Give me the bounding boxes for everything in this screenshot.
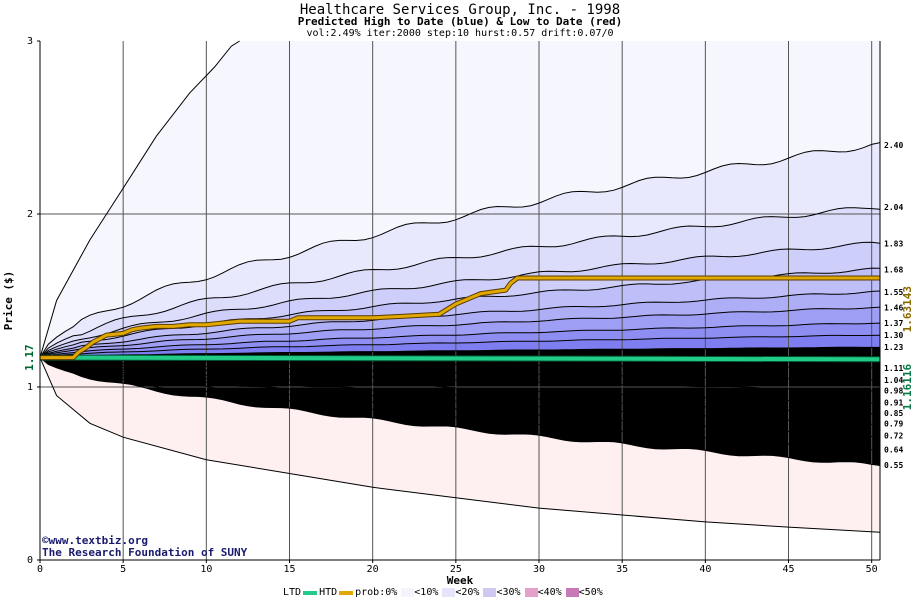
- band-value-label-11: 0.98: [884, 386, 903, 395]
- y-axis-title: Price ($): [2, 271, 15, 331]
- band-curve-5: [39, 306, 881, 359]
- band-curve-6: [39, 322, 881, 359]
- outer-upper-curve: [39, 40, 240, 358]
- legend-box-30: [524, 588, 538, 597]
- band-curve-4: [39, 290, 881, 359]
- band-value-label-16: 0.64: [884, 445, 903, 454]
- y-tick-label-3: 3: [27, 36, 33, 47]
- band-curve-12: [39, 357, 881, 404]
- legend-box-10: [442, 588, 456, 597]
- blue-band-2: [40, 207, 880, 358]
- legend-box-0: [401, 588, 415, 597]
- legend-item-30: <30%: [496, 587, 521, 598]
- blue-band-7: [40, 323, 880, 358]
- band-value-label-3: 1.68: [884, 265, 903, 274]
- ltd-line: [39, 355, 881, 362]
- band-value-label-8: 1.23: [884, 343, 903, 352]
- band-curve-7: [39, 334, 881, 359]
- x-tick-label-25: 25: [450, 564, 462, 575]
- legend-item-50: <50%: [578, 587, 603, 598]
- blue-band-4: [40, 268, 880, 358]
- band-curve-8: [39, 346, 880, 359]
- x-tick-label-0: 0: [37, 564, 43, 575]
- band-value-label-15: 0.72: [884, 431, 903, 440]
- blue-band-5: [40, 291, 880, 358]
- x-tick-label-15: 15: [283, 564, 295, 575]
- htd-line: [40, 276, 880, 360]
- band-curve-1: [39, 207, 881, 358]
- band-value-label-2: 1.83: [884, 239, 903, 248]
- band-value-label-13: 0.85: [884, 409, 903, 418]
- band-value-label-17: 0.55: [884, 461, 903, 470]
- band-curve-0: [39, 142, 881, 358]
- x-tick-label-50: 50: [866, 564, 878, 575]
- band-value-label-5: 1.46: [884, 303, 903, 312]
- blue-band-3: [40, 242, 880, 358]
- band-value-label-12: 0.91: [884, 399, 903, 408]
- x-axis-title: Week: [447, 574, 474, 587]
- band-value-label-6: 1.37: [884, 319, 903, 328]
- band-curves: [39, 40, 881, 533]
- band-curve-16: [39, 357, 881, 451]
- x-tick-label-10: 10: [200, 564, 212, 575]
- blue-band-1: [40, 142, 880, 358]
- y-tick-label-1: 1: [27, 382, 33, 393]
- probability-bands: [40, 41, 880, 533]
- band-curve-11: [39, 357, 881, 392]
- band-curve-17: [39, 357, 881, 466]
- series-lines: [39, 275, 881, 363]
- band-curve-9: [39, 357, 881, 369]
- copyright-icon: ©: [42, 534, 49, 547]
- band-value-label-7: 1.30: [884, 331, 903, 340]
- x-tick-label-45: 45: [782, 564, 794, 575]
- credit-site: ©www.textbiz.org: [42, 534, 148, 547]
- legend-ltd-swatch: [303, 590, 318, 595]
- band-curve-14: [39, 357, 881, 425]
- y-tick-label-0: 0: [27, 555, 33, 566]
- legend-item-10: <10%: [414, 587, 439, 598]
- start-price-label: 1.17: [23, 344, 36, 371]
- band-curve-10: [39, 357, 881, 381]
- chart-title: Healthcare Services Group, Inc. - 1998: [299, 2, 621, 18]
- band-value-label-0: 2.40: [884, 141, 903, 150]
- legend-htd-swatch: [339, 590, 354, 595]
- band-curve-15: [39, 357, 881, 438]
- x-tick-label-5: 5: [120, 564, 126, 575]
- legend: LTD HTD prob:0% <10% <20% <30% <40% <50%: [283, 587, 604, 598]
- x-tick-label-40: 40: [699, 564, 711, 575]
- legend-htd-label: HTD: [319, 587, 338, 598]
- legend-ltd-label: LTD: [283, 587, 302, 598]
- ltd-final-label: 1.16116: [901, 363, 914, 410]
- chart-subtitle: Predicted High to Date (blue) & Low to D…: [297, 15, 623, 28]
- red-band-9: [40, 357, 880, 466]
- band-value-label-14: 0.79: [884, 419, 903, 428]
- blue-band-8: [40, 335, 880, 358]
- band-curve-13: [39, 357, 881, 415]
- legend-item-40: <40%: [537, 587, 562, 598]
- band-value-label-1: 2.04: [884, 203, 903, 212]
- band-value-label-9: 1.11: [884, 364, 903, 373]
- band-curve-2: [39, 241, 881, 358]
- blue-band-0: [40, 41, 880, 358]
- legend-box-20: [483, 588, 497, 597]
- legend-prob-label: prob:0%: [355, 587, 398, 598]
- outer-lower-curve: [39, 357, 881, 533]
- htd-final-label: 1.63143: [901, 286, 914, 332]
- credit-org: The Research Foundation of SUNY: [42, 546, 248, 559]
- legend-item-20: <20%: [455, 587, 480, 598]
- y-tick-label-2: 2: [27, 209, 33, 220]
- chart-params: vol:2.49% iter:2000 step:10 hurst:0.57 d…: [306, 28, 614, 39]
- x-tick-label-30: 30: [533, 564, 545, 575]
- credit-site-text: www.textbiz.org: [48, 534, 148, 547]
- blue-band-6: [40, 307, 880, 358]
- axis-labels: 0 5 10 15 20 25 30 35 40 45 50 0 1 2 3 Week Price ($) 1.1…: [2, 36, 914, 587]
- axes: [37, 40, 881, 563]
- band-value-label-10: 1.04: [884, 376, 903, 385]
- x-tick-label-20: 20: [367, 564, 379, 575]
- x-tick-label-35: 35: [616, 564, 628, 575]
- band-value-label-4: 1.55: [884, 288, 903, 297]
- legend-box-40: [565, 588, 579, 597]
